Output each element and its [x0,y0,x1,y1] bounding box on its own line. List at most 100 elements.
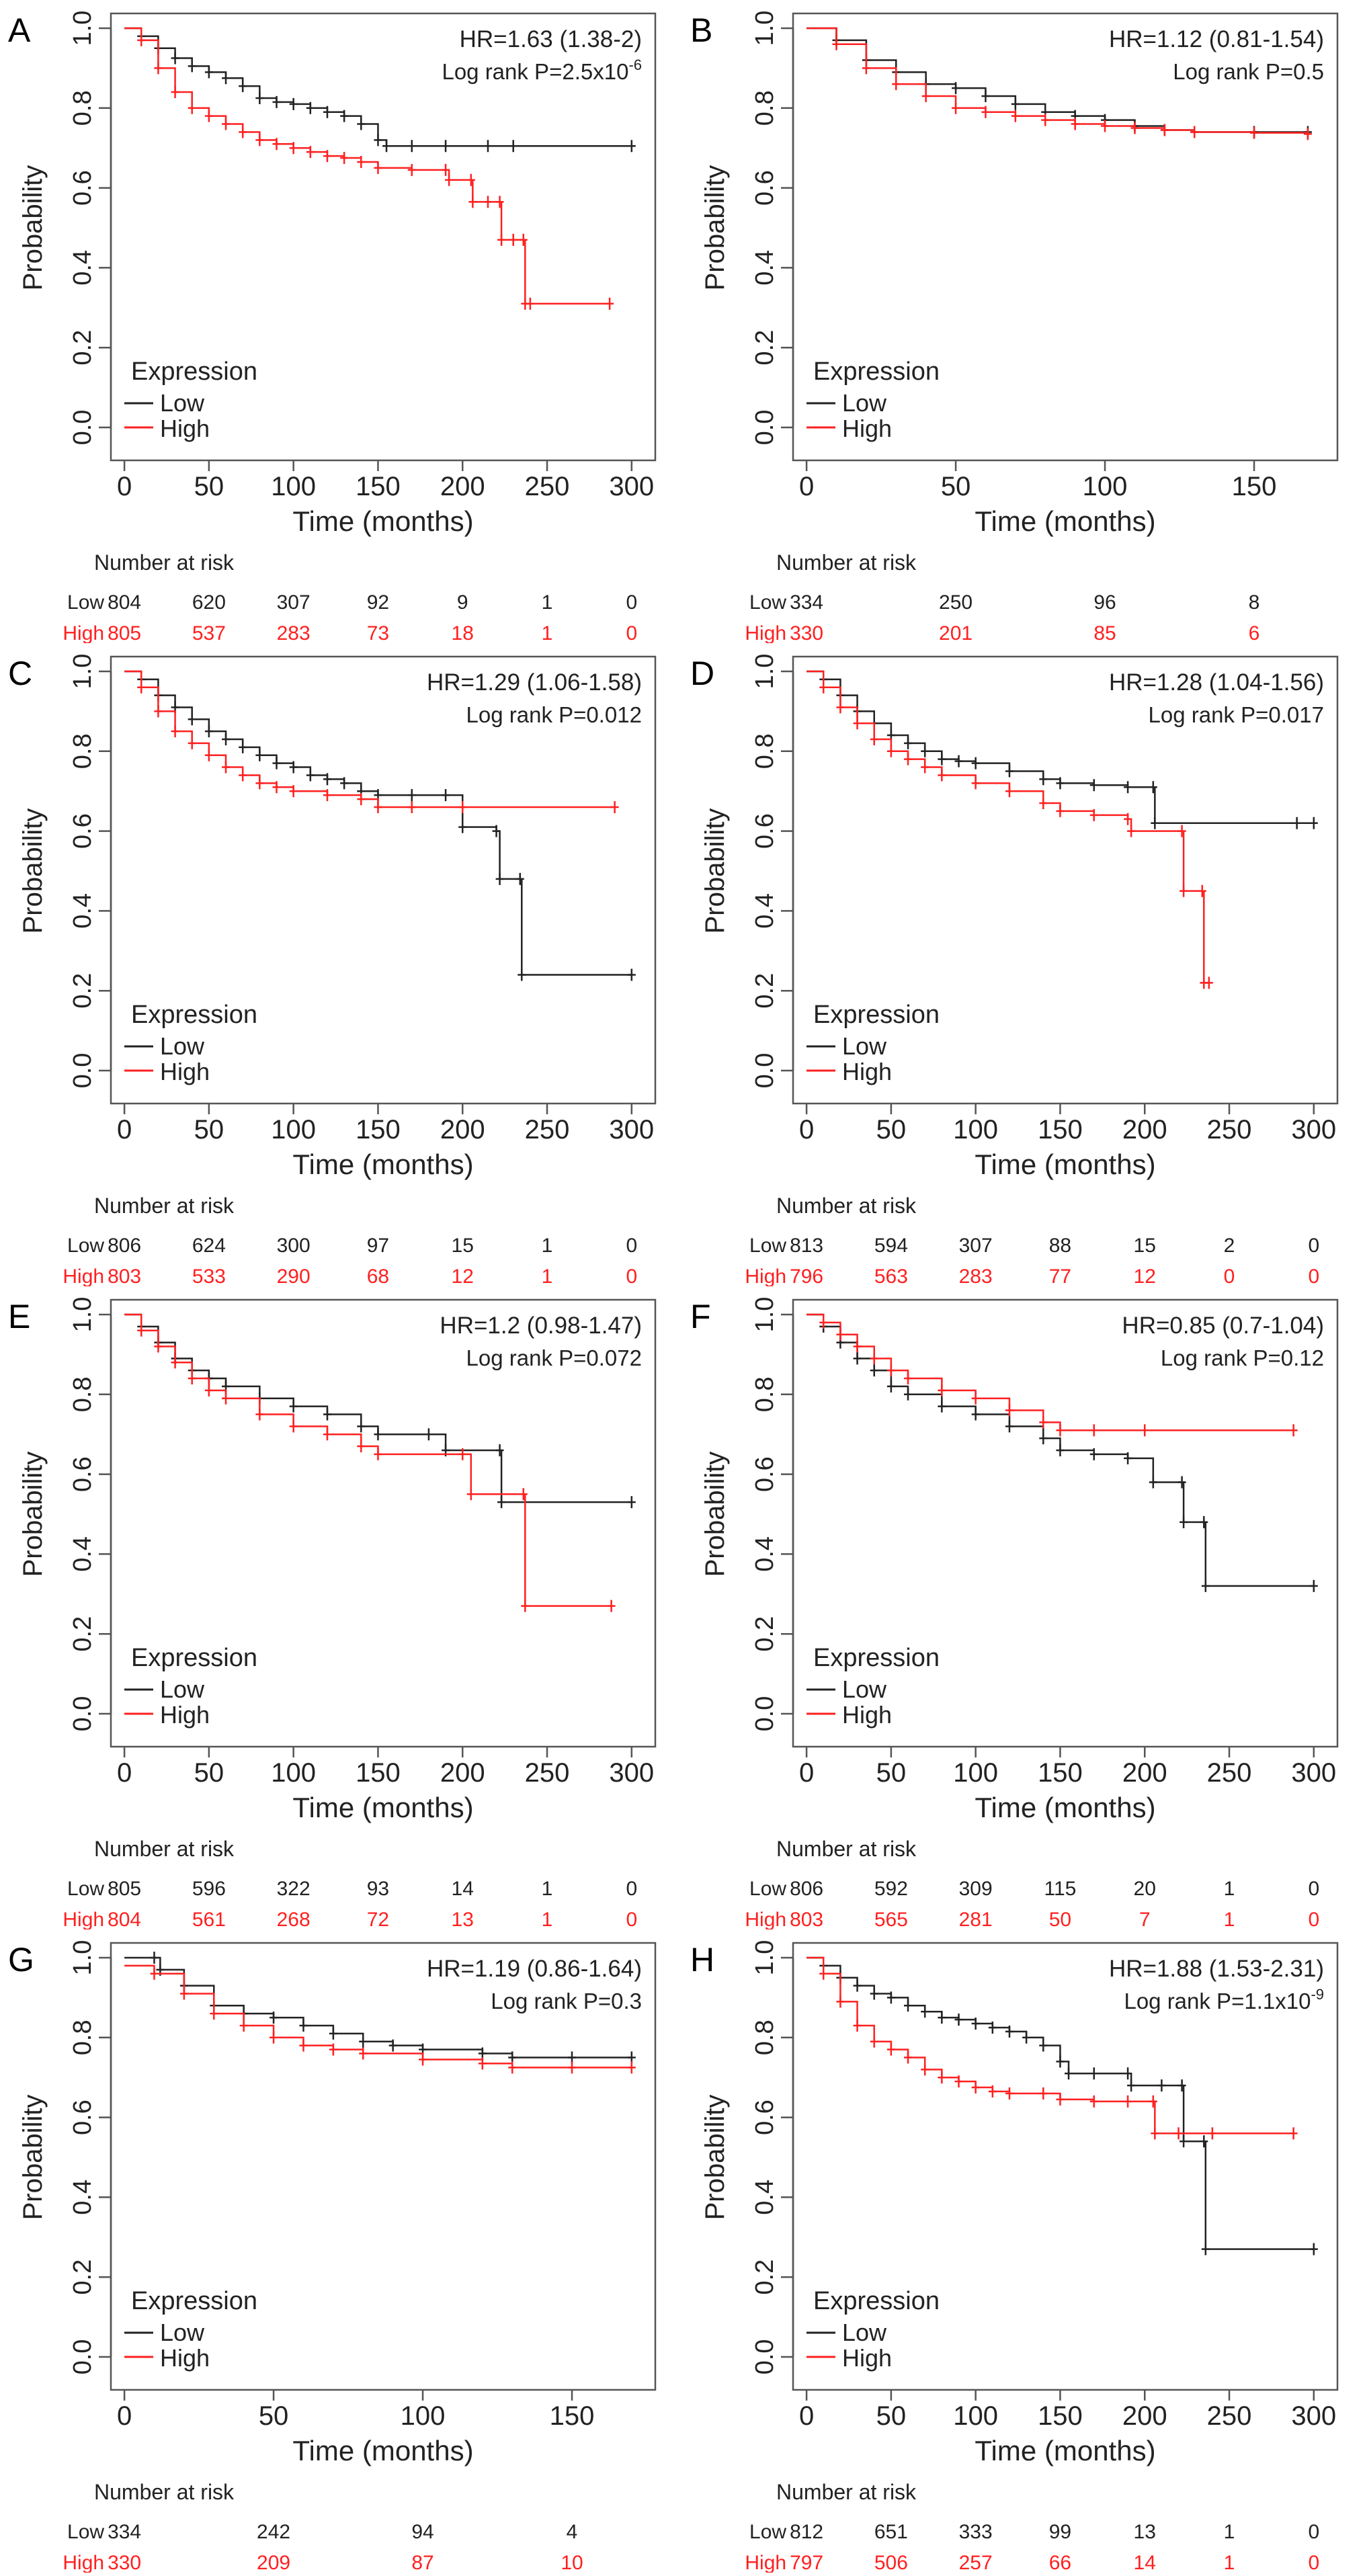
censor-mark-high [1149,2095,1157,2108]
risk-high-value: 13 [452,1909,474,1929]
km-panel-b: B 0.0 0.2 0.4 0.6 0.8 1.0 Probability 0 50 100 150 T… [682,0,1364,645]
censor-mark-high [1039,797,1048,810]
censor-mark-high [171,86,179,99]
censor-mark-low [188,713,196,726]
x-tick-label: 50 [259,2401,289,2431]
risk-low-value: 97 [367,1235,389,1257]
risk-low-value: 1 [542,1878,553,1900]
risk-high-value: 283 [277,622,311,643]
censor-mark-low [306,101,315,114]
risk-high-value: 0 [626,1265,637,1286]
censor-mark-high [981,106,990,118]
y-tick-label: 1.0 [69,1297,97,1333]
risk-row-label-low: Low [749,1235,786,1257]
risk-high-value: 209 [257,2552,290,2573]
censor-mark-high [1089,1424,1098,1437]
risk-table-title: Number at risk [94,2480,235,2504]
censor-mark-low [222,733,231,745]
risk-high-value: 537 [192,622,226,643]
y-tick-label: 1.0 [69,654,97,690]
y-tick-label: 0.4 [751,1536,779,1572]
risk-row-label-high: High [745,1909,786,1929]
censor-mark-high [1005,2087,1014,2100]
km-panel-h: H 0.0 0.2 0.4 0.6 0.8 1.0 Probability 0 50 100 150 2… [682,1929,1364,2574]
censor-mark-high [1303,128,1312,140]
y-axis-label: Probability [18,165,48,291]
risk-low-value: 0 [626,591,637,614]
hazard-ratio: HR=1.12 (0.81-1.54) [1109,26,1324,52]
censor-mark-low [1011,97,1020,110]
censor-mark-high [270,2031,278,2044]
censor-mark-low [971,2018,980,2030]
legend-title: Expression [131,2287,257,2315]
censor-mark-high [222,118,231,130]
censor-mark-low [359,2035,368,2048]
censor-mark-low [204,725,213,738]
y-tick-label: 0.6 [69,1456,97,1492]
logrank-p-text: Log rank P=0.5 [1173,59,1324,84]
censor-mark-high [1151,2127,1159,2140]
censor-mark-low [1180,1515,1188,1528]
censor-mark-low [1005,2025,1014,2038]
censor-mark-high [1141,1424,1149,1437]
risk-low-value: 92 [367,591,389,614]
censor-mark-high [495,196,504,208]
y-tick-label: 0.6 [69,170,97,206]
km-panel-d: D 0.0 0.2 0.4 0.6 0.8 1.0 Probability 0 50 100 150 2… [682,643,1364,1288]
x-tick-label: 0 [117,1758,132,1788]
risk-low-value: 15 [1134,1235,1156,1257]
censor-mark-low [853,1979,862,1992]
risk-low-value: 300 [277,1235,311,1257]
y-axis-label: Probability [700,2095,730,2220]
censor-mark-low [509,140,518,153]
x-tick-label: 300 [1291,1758,1336,1788]
y-tick-label: 0.2 [751,1616,779,1652]
risk-low-value: 93 [367,1878,389,1900]
risk-low-value: 0 [1308,2521,1319,2543]
x-tick-label: 100 [271,1758,316,1788]
censor-mark-low [374,1428,382,1441]
censor-mark-low [323,106,331,118]
risk-low-value: 594 [874,1235,908,1257]
censor-mark-high [1039,2087,1048,2100]
risk-low-value: 4 [567,2521,578,2543]
censor-mark-low [188,60,196,73]
y-tick-label: 0.0 [69,2339,97,2375]
censor-mark-low [289,97,298,110]
risk-low-value: 592 [874,1878,908,1900]
risk-table-title: Number at risk [776,1837,917,1861]
y-tick-label: 0.0 [751,2339,779,2375]
legend-label-high: High [160,2344,210,2372]
x-tick-label: 300 [1291,1115,1336,1145]
censor-mark-low [492,825,501,837]
censor-mark-low [239,741,247,753]
censor-mark-low [171,52,179,65]
y-tick-label: 0.8 [69,2020,97,2055]
x-axis-label: Time (months) [292,2435,473,2466]
censor-mark-high [606,297,614,310]
risk-low-value: 0 [626,1235,637,1257]
censor-mark-low [306,769,315,782]
censor-mark-low [954,2013,963,2026]
censor-mark-high [1130,122,1139,134]
censor-mark-high [323,1428,331,1441]
censor-mark-high [519,233,528,246]
censor-mark-high [154,1340,163,1353]
censor-mark-high [497,233,506,246]
logrank-p: Log rank P=0.12 [1161,1345,1324,1370]
censor-mark-high [938,1384,946,1397]
x-tick-label: 150 [356,1115,401,1145]
censor-mark-low [1177,2079,1186,2092]
censor-mark-low [1124,781,1132,794]
censor-mark-high [954,2075,963,2088]
censor-mark-low [382,140,391,153]
censor-mark-low [407,140,416,153]
risk-low-value: 0 [1308,1878,1319,1900]
censor-mark-high [222,1392,231,1405]
censor-mark-high [468,196,477,208]
logrank-p: Log rank P=0.072 [466,1345,642,1370]
risk-low-value: 20 [1134,1878,1156,1900]
censor-mark-high [853,1340,862,1353]
x-tick-label: 50 [876,2401,907,2431]
x-tick-label: 250 [525,472,570,501]
